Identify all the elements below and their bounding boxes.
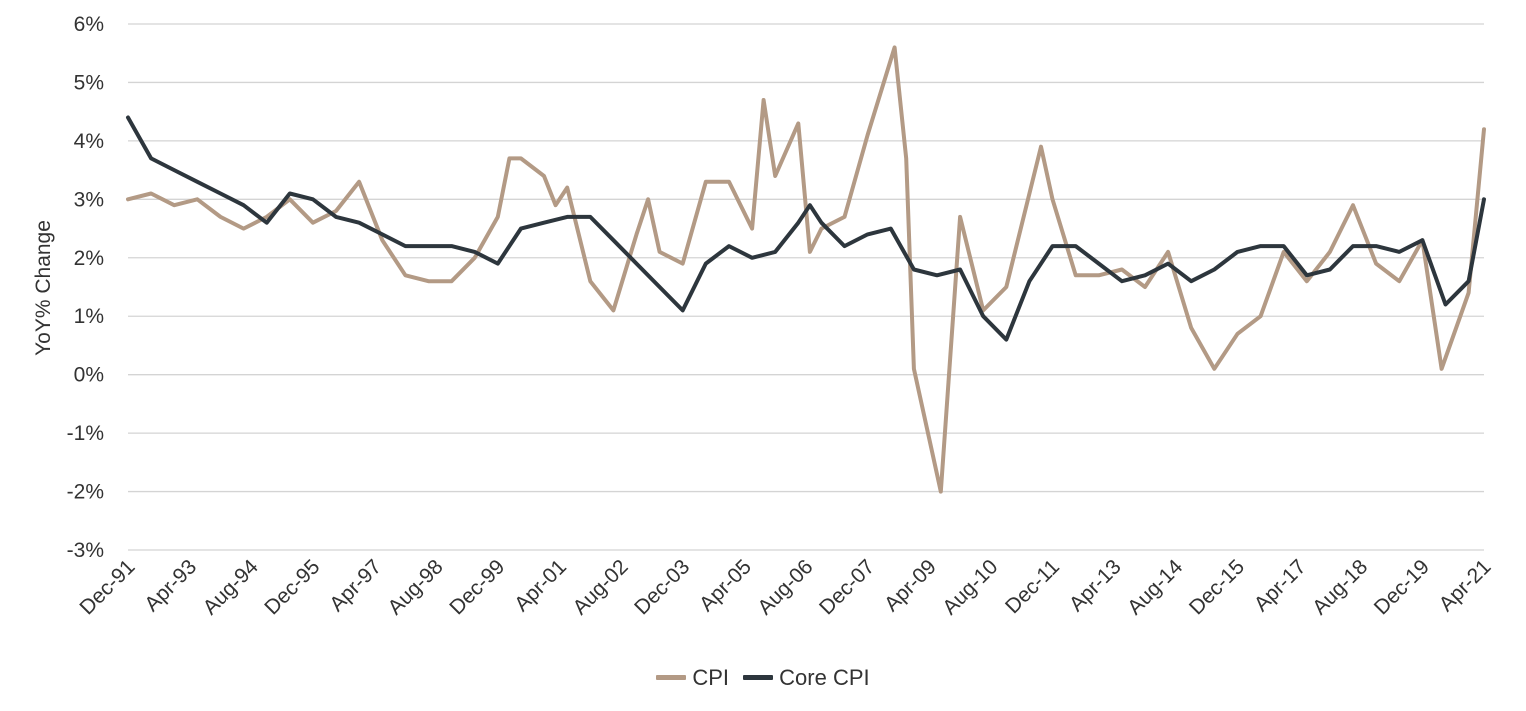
x-tick-label: Aug-94 bbox=[199, 555, 263, 619]
x-tick-label: Aug-18 bbox=[1308, 555, 1372, 619]
x-tick-label: Aug-98 bbox=[384, 555, 448, 619]
y-tick-label: 0% bbox=[74, 364, 104, 387]
x-tick-label: Aug-02 bbox=[568, 555, 632, 619]
y-tick-label: -1% bbox=[67, 422, 104, 445]
x-tick-label: Aug-14 bbox=[1123, 555, 1187, 619]
x-tick-label: Dec-95 bbox=[260, 555, 324, 619]
legend-item-core-cpi: Core CPI bbox=[743, 664, 870, 691]
series-line-cpi bbox=[126, 45, 1486, 494]
x-tick-label: Apr-97 bbox=[325, 555, 386, 616]
x-tick-label: Dec-15 bbox=[1185, 555, 1249, 619]
series-lines bbox=[126, 45, 1486, 494]
x-tick-label: Dec-03 bbox=[630, 555, 694, 619]
x-tick-label: Dec-07 bbox=[815, 555, 879, 619]
x-tick-label: Apr-17 bbox=[1250, 555, 1311, 616]
y-tick-label: 1% bbox=[74, 305, 104, 328]
x-tick-label: Apr-05 bbox=[695, 555, 756, 616]
y-tick-label: -3% bbox=[67, 539, 104, 562]
y-tick-label: 2% bbox=[74, 247, 104, 270]
x-tick-label: Dec-11 bbox=[1001, 555, 1064, 618]
x-tick-label: Dec-99 bbox=[445, 555, 509, 619]
legend-label-core-cpi: Core CPI bbox=[779, 664, 870, 690]
x-tick-label: Apr-21 bbox=[1435, 555, 1496, 616]
y-tick-label: 5% bbox=[74, 71, 104, 94]
legend: CPI Core CPI bbox=[0, 660, 1526, 691]
x-tick-label: Dec-19 bbox=[1370, 555, 1434, 619]
x-tick-label: Apr-09 bbox=[880, 555, 941, 616]
legend-item-cpi: CPI bbox=[656, 665, 729, 691]
legend-swatch-cpi bbox=[656, 675, 687, 680]
legend-swatch-core-cpi bbox=[743, 675, 774, 680]
series-line-core-cpi bbox=[126, 115, 1486, 342]
y-tick-label: -2% bbox=[67, 481, 104, 504]
x-tick-label: Aug-10 bbox=[938, 555, 1002, 619]
legend-label-cpi: CPI bbox=[692, 664, 730, 690]
y-tick-label: 4% bbox=[74, 130, 104, 153]
y-axis-title: YoY% Change bbox=[32, 220, 55, 356]
x-tick-label: Aug-06 bbox=[753, 555, 817, 619]
y-tick-label: 6% bbox=[74, 13, 104, 36]
x-tick-label: Apr-01 bbox=[510, 555, 571, 616]
y-axis-ticks: 6% 5% 4% 3% 2% 1% 0% -1% -2% -3% bbox=[67, 13, 104, 562]
gridlines bbox=[128, 23, 1484, 551]
x-tick-label: Apr-93 bbox=[140, 555, 201, 616]
x-tick-label: Apr-13 bbox=[1065, 555, 1126, 616]
y-tick-label: 3% bbox=[74, 188, 104, 211]
x-tick-label: Dec-91 bbox=[75, 555, 139, 619]
